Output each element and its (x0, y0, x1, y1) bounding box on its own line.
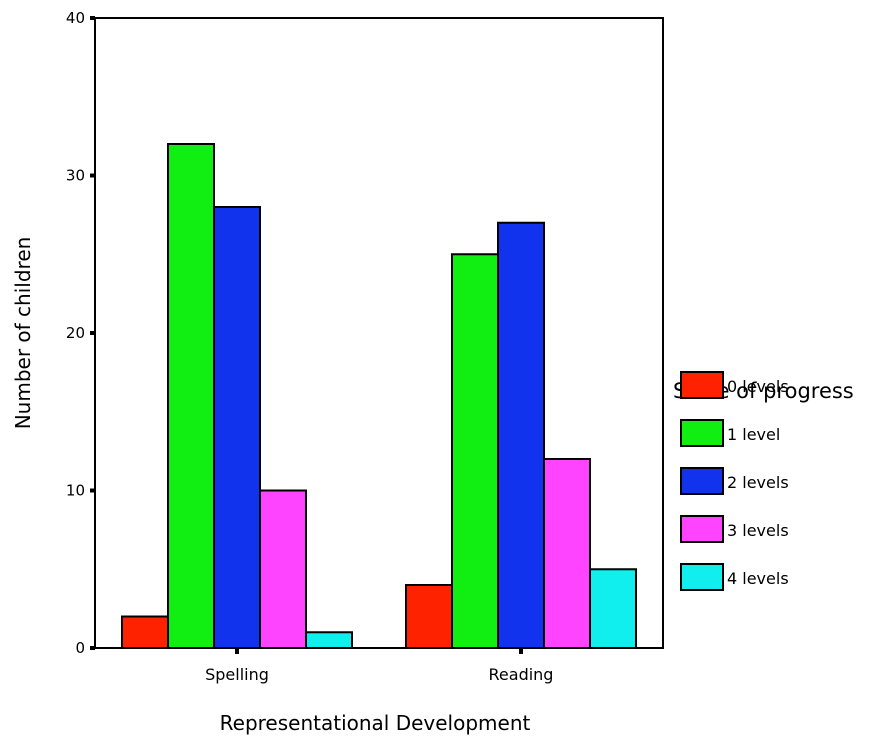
bar (497, 221, 545, 649)
bar (305, 631, 353, 649)
legend-label: 2 levels (727, 473, 789, 492)
y-tick-mark (90, 646, 95, 650)
x-axis-title: Representational Development (220, 711, 531, 735)
legend-swatch (680, 419, 724, 447)
bar (405, 584, 453, 649)
legend-swatch (680, 467, 724, 495)
bars (121, 143, 637, 649)
y-tick-label: 30 (66, 167, 85, 185)
bar (213, 206, 261, 649)
bar (259, 489, 307, 649)
x-tick-label: Spelling (205, 665, 269, 684)
bar (451, 253, 499, 649)
legend: 0 levels 1 level 2 levels 3 levels 4 levels (680, 371, 789, 591)
x-tick-mark (519, 648, 523, 654)
y-tick-mark (90, 488, 95, 493)
y-tick-label: 0 (75, 639, 85, 657)
bar (589, 568, 637, 649)
bar (167, 143, 215, 649)
y-axis-ticks: 0 10 20 30 40 (66, 9, 95, 657)
y-tick-mark (90, 16, 95, 20)
x-tick-label: Reading (489, 665, 554, 684)
legend-label: 0 levels (727, 377, 789, 396)
y-tick-label: 20 (66, 324, 85, 342)
y-tick-label: 10 (66, 482, 85, 500)
y-axis-title: Number of children (11, 237, 35, 430)
x-tick-mark (235, 648, 239, 654)
y-tick-label: 40 (66, 9, 85, 27)
legend-swatch (680, 563, 724, 591)
y-tick-mark (90, 173, 95, 178)
legend-swatch (680, 371, 724, 399)
legend-label: 3 levels (727, 521, 789, 540)
y-tick-mark (90, 331, 95, 335)
legend-label: 4 levels (727, 569, 789, 588)
legend-swatch (680, 515, 724, 543)
legend-label: 1 level (727, 425, 780, 444)
bar (121, 615, 169, 649)
category-labels: Spelling Reading (205, 648, 553, 684)
bar (543, 458, 591, 649)
